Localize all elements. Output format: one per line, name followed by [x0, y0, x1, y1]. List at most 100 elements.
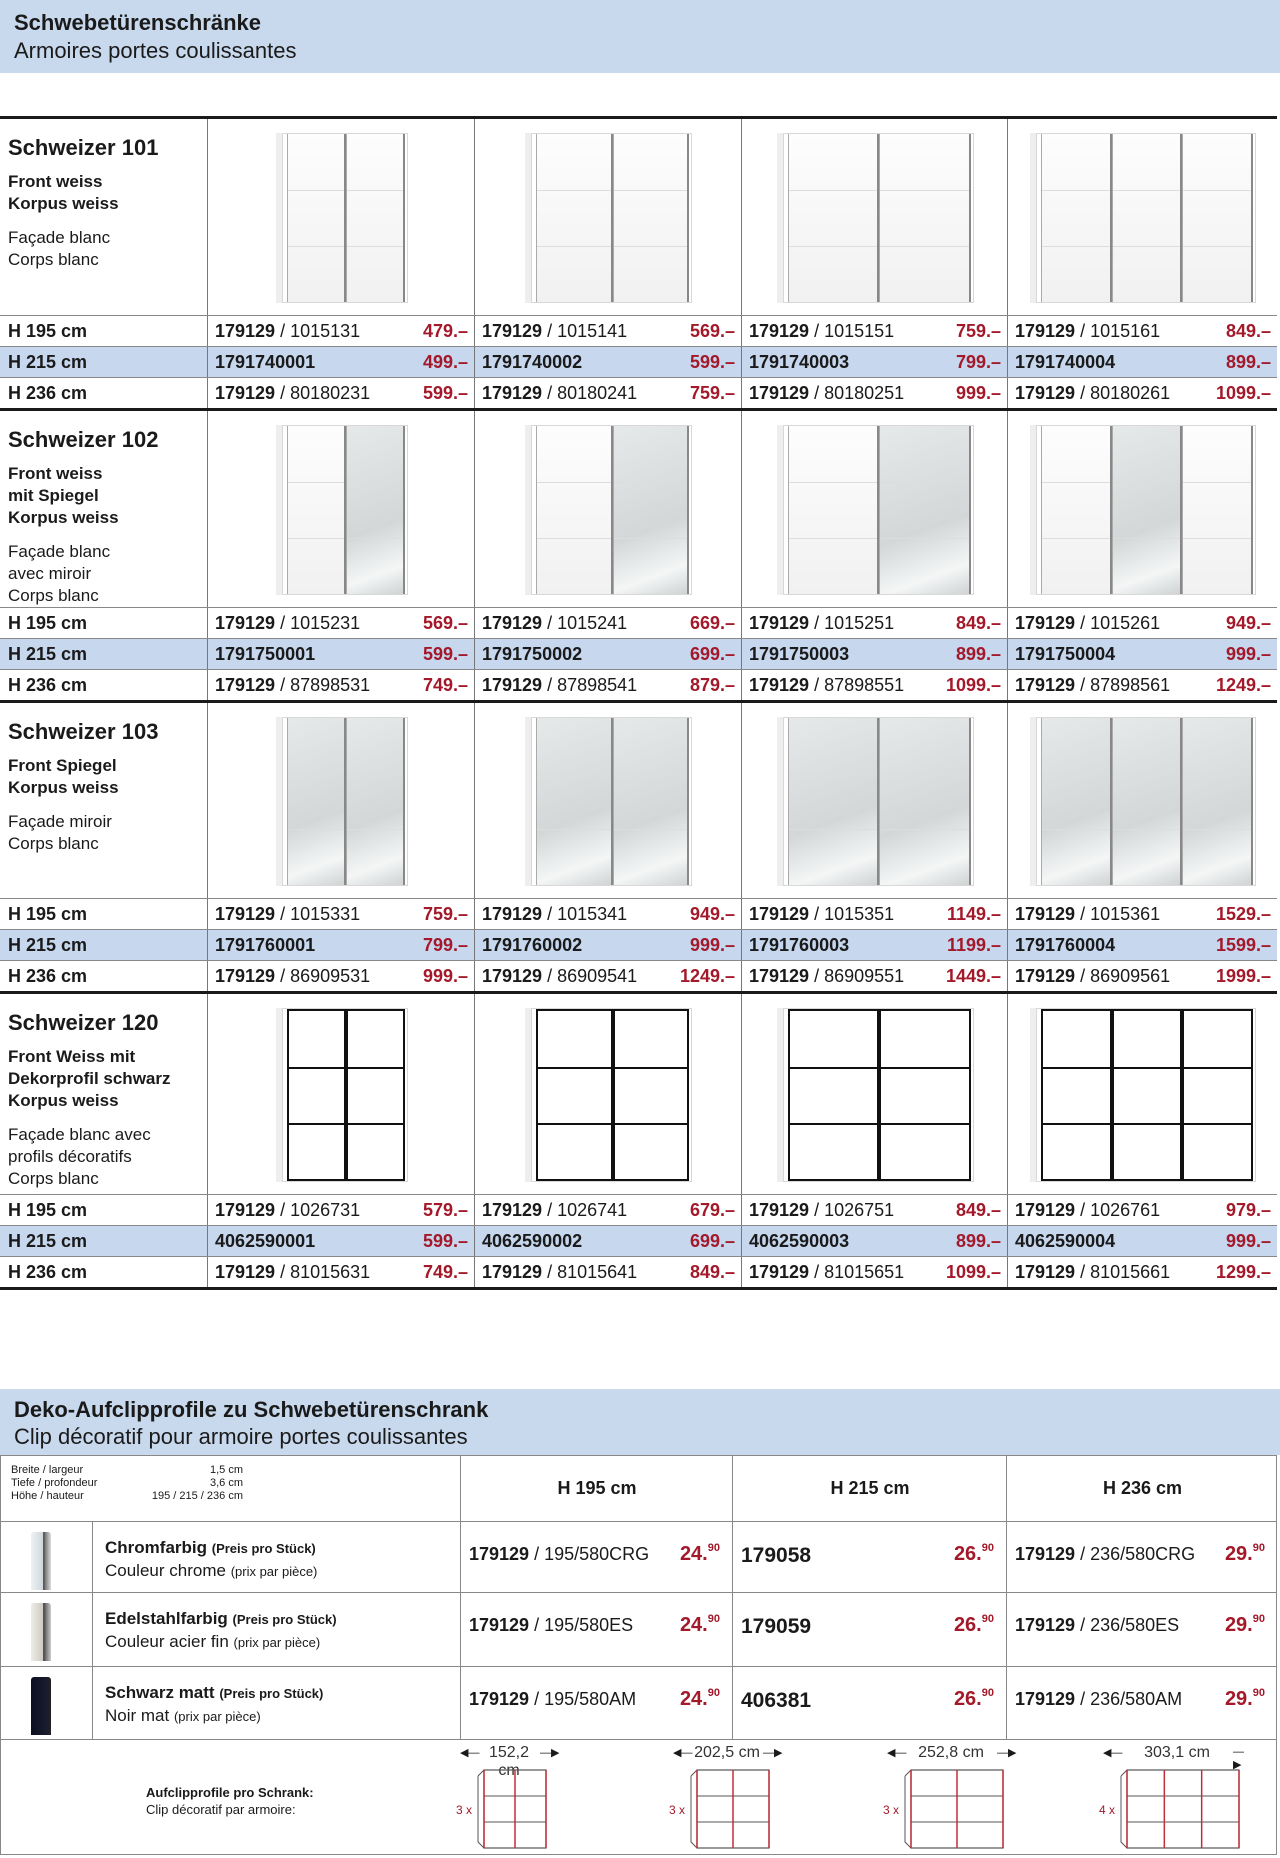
wardrobe-door [612, 718, 689, 885]
column-divider [741, 994, 742, 1194]
door-panel-line [538, 1066, 611, 1069]
article-number: 1791760004 [1015, 935, 1115, 956]
price-cell[interactable]: 1791760002 999.– [474, 930, 741, 960]
price-cell[interactable]: 179129 / 1015251 849.– [741, 608, 1007, 638]
door-panel-line [1183, 537, 1251, 539]
height-label: H 215 cm [8, 935, 88, 955]
price-cell[interactable]: 179129 / 1026731 579.– [207, 1195, 474, 1225]
price-cell[interactable]: 179129 / 80180261 1099.– [1007, 378, 1277, 408]
price-cell[interactable]: 4062590003 899.– [741, 1226, 1007, 1256]
price-cell[interactable]: 179129 / 87898531 749.– [207, 670, 474, 700]
price-cell[interactable]: 179129 / 81015631 749.– [207, 1257, 474, 1287]
price-cell[interactable]: 179129 / 87898561 1249.– [1007, 670, 1277, 700]
price-cell[interactable]: 179129 / 87898551 1099.– [741, 670, 1007, 700]
desc-de: Front weiss [8, 464, 103, 483]
price-cell[interactable]: 1791760003 1199.– [741, 930, 1007, 960]
price-cell[interactable]: 1791760004 1599.– [1007, 930, 1277, 960]
article-number-suffix: / 80180231 [275, 383, 371, 403]
price-cell[interactable]: 179129 / 80180241 759.– [474, 378, 741, 408]
price-cell[interactable]: 179129 / 1015151 759.– [741, 316, 1007, 346]
spec-list: Breite / largeur 1,5 cm Tiefe / profondeur… [11, 1464, 243, 1503]
price-cell[interactable]: 179129 / 1015241 669.– [474, 608, 741, 638]
wardrobe-image [1036, 133, 1256, 303]
price: 1099.– [1215, 383, 1271, 403]
column-divider [1007, 703, 1008, 898]
price-cell[interactable]: 179129 / 81015661 1299.– [1007, 1257, 1277, 1287]
wardrobe-door [612, 1009, 689, 1181]
price-cell[interactable]: 179129 / 1015361 1529.– [1007, 899, 1277, 929]
article-number-bold: 179129 [1015, 1200, 1076, 1220]
wardrobe-image [782, 1008, 974, 1182]
door-panel-line [1112, 829, 1181, 831]
price-cell[interactable]: 179129 / 1015161 849.– [1007, 316, 1277, 346]
price-cell[interactable]: 1791750001 599.– [207, 639, 474, 669]
price-cell[interactable]: 1791740001 499.– [207, 347, 474, 377]
price: 849.– [689, 1262, 735, 1282]
price-cell[interactable]: 1791750002 699.– [474, 639, 741, 669]
clips-header: Deko-Aufclipprofile zu Schwebetürenschra… [0, 1389, 1280, 1455]
wardrobe-door [536, 718, 613, 885]
price-cell[interactable]: 1791750003 899.– [741, 639, 1007, 669]
price-cell[interactable]: 179129 / 1015141 569.– [474, 316, 741, 346]
clip-diagram: 202,5 cm 3 x ◀— —▶ [669, 1744, 819, 1854]
door-panel-line [613, 189, 687, 191]
door-panel-line [613, 245, 687, 247]
wardrobe-door [787, 1009, 879, 1181]
price: 999.– [955, 383, 1001, 403]
price-cell[interactable]: 1791740004 899.– [1007, 347, 1277, 377]
price-cell[interactable]: 179129 / 80180231 599.– [207, 378, 474, 408]
article-number-bold: 1791740001 [215, 352, 316, 372]
wardrobe-door [286, 426, 346, 594]
price-cell[interactable]: 179129 / 1015261 949.– [1007, 608, 1277, 638]
price-cell[interactable]: 179129 / 1026751 849.– [741, 1195, 1007, 1225]
clip-row: Edelstahlfarbig (Preis pro Stück) Couleur… [1, 1592, 1277, 1666]
price-cell[interactable]: 4062590001 599.– [207, 1226, 474, 1256]
height-label: H 236 cm [8, 966, 88, 986]
price-cell[interactable]: 179129 / 1015131 479.– [207, 316, 474, 346]
price-cell[interactable]: 4062590004 999.– [1007, 1226, 1277, 1256]
price-cell[interactable]: 179129 / 81015651 1099.– [741, 1257, 1007, 1287]
wardrobe-image [531, 717, 692, 886]
price-row: H 215 cm 1791760001 799.– 1791760002 999.– 17… [0, 929, 1277, 960]
article-number-bold: 179129 [749, 1262, 810, 1282]
price-cell[interactable]: 179129 / 86909541 1249.– [474, 961, 741, 991]
article-number-suffix: / 81015631 [275, 1262, 371, 1282]
article-number: 1791760002 [482, 935, 582, 956]
spec-label: Höhe / hauteur [11, 1490, 84, 1502]
article-number: 1791740003 [749, 352, 849, 373]
price-cell[interactable]: 4062590002 699.– [474, 1226, 741, 1256]
price-cell[interactable]: 1791740003 799.– [741, 347, 1007, 377]
price-cell[interactable]: 1791740002 599.– [474, 347, 741, 377]
price-cell[interactable]: 179129 / 1015341 949.– [474, 899, 741, 929]
article-number: 179129 / 1015261 [1015, 613, 1160, 634]
article-number-suffix: / 80180251 [809, 383, 905, 403]
price-cell[interactable]: 179129 / 81015641 849.– [474, 1257, 741, 1287]
article-number: 179129 / 1015151 [749, 321, 894, 342]
price-cell[interactable]: 179129 / 1015231 569.– [207, 608, 474, 638]
price-cell[interactable]: 179129 / 1026741 679.– [474, 1195, 741, 1225]
wardrobe-door [879, 426, 971, 594]
price-cell[interactable]: 179129 / 86909561 1999.– [1007, 961, 1277, 991]
section-subtitle: Armoires portes coulissantes [14, 38, 297, 63]
door-panel-line [881, 1066, 969, 1069]
price-cell[interactable]: 179129 / 86909531 999.– [207, 961, 474, 991]
name-fr-line: Couleur chrome (prix par pièce) [105, 1560, 317, 1583]
price-cell[interactable]: 179129 / 1015331 759.– [207, 899, 474, 929]
price-cell[interactable]: 179129 / 86909551 1449.– [741, 961, 1007, 991]
article-number: 179129 / 81015661 [1015, 1262, 1170, 1283]
price-cell[interactable]: 1791760001 799.– [207, 930, 474, 960]
article-number-bold: 4062590002 [482, 1231, 583, 1251]
price: 899.– [955, 1231, 1001, 1251]
article-number-suffix: / 1026731 [275, 1200, 361, 1220]
price-cell[interactable]: 179129 / 80180251 999.– [741, 378, 1007, 408]
price-cell[interactable]: 1791750004 999.– [1007, 639, 1277, 669]
article-number: 179129 / 81015631 [215, 1262, 370, 1283]
price-cell[interactable]: 179129 / 1026761 979.– [1007, 1195, 1277, 1225]
wardrobe-door [536, 134, 613, 302]
price-cell[interactable]: 179129 / 87898541 879.– [474, 670, 741, 700]
wardrobe-door [1111, 134, 1183, 302]
door-panel-line [880, 245, 969, 247]
price-cell[interactable]: 179129 / 1015351 1149.– [741, 899, 1007, 929]
article-number-bold: 179129 [1015, 383, 1076, 403]
price: 759.– [422, 904, 468, 924]
